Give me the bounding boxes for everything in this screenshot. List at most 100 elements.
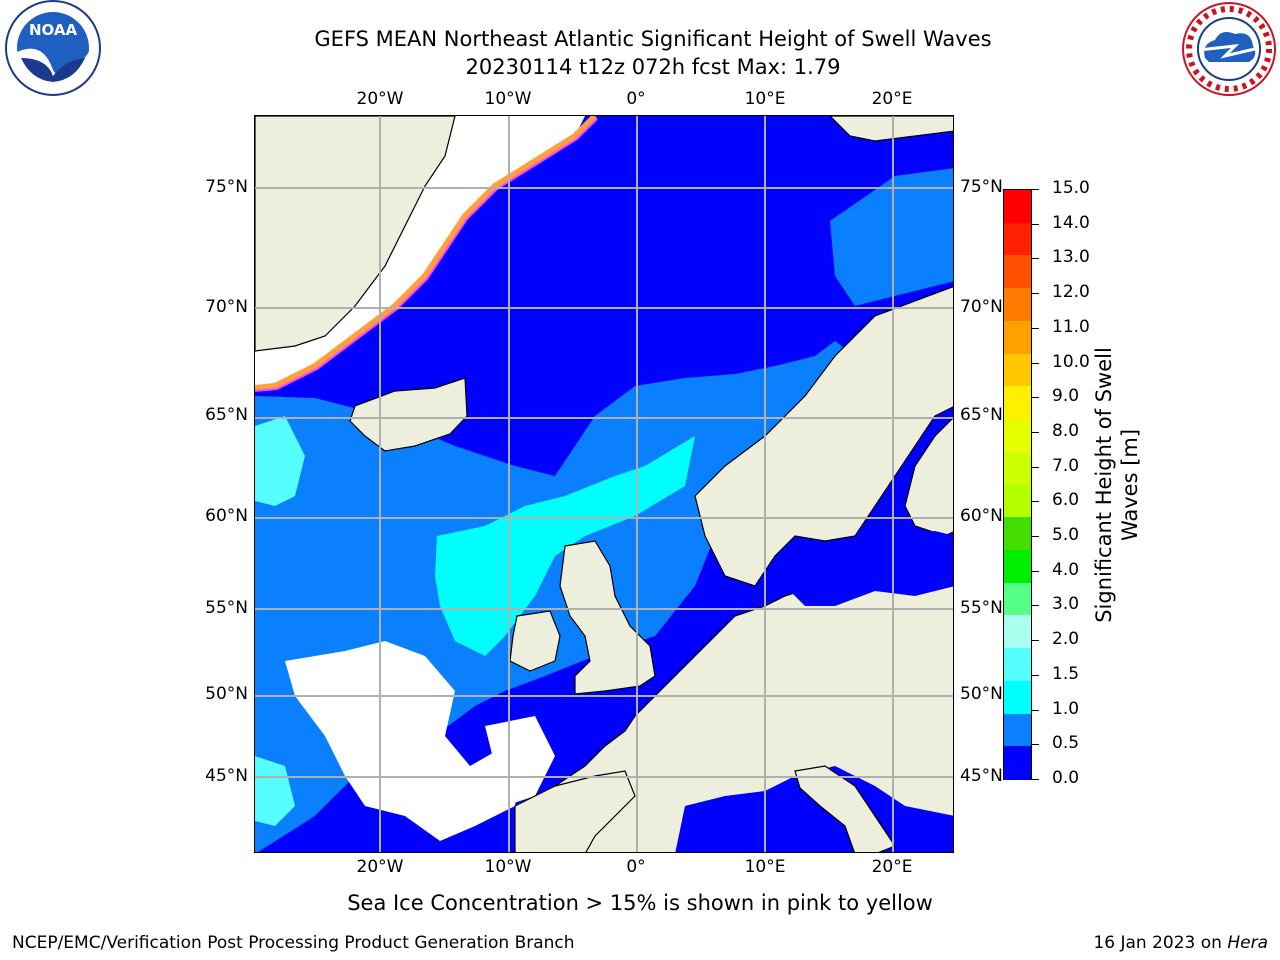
colorbar-label: 3.0 — [1052, 594, 1080, 615]
colorbar-label: 1.0 — [1052, 698, 1080, 719]
baltic-sea — [775, 531, 953, 606]
lat-label-left: 45°N — [205, 766, 248, 786]
italy-land — [794, 765, 896, 852]
colorbar-label: 15.0 — [1052, 178, 1090, 198]
colorbar-title: Significant Height of Swell Waves [m] — [1091, 347, 1143, 623]
lon-label-bottom: 10°E — [744, 857, 786, 877]
swell-band-medium — [830, 168, 953, 306]
colorbar-label: 2.0 — [1052, 629, 1080, 650]
map-canvas — [255, 116, 953, 852]
lon-label-top: 20°E — [871, 89, 913, 109]
lat-label-left: 65°N — [205, 405, 248, 425]
colorbar-label: 12.0 — [1052, 282, 1090, 303]
lat-label-left: 75°N — [205, 177, 248, 197]
graticule — [255, 116, 953, 852]
colorbar-tick — [1032, 258, 1039, 260]
host-name: Hera — [1227, 933, 1268, 953]
run-date: 16 Jan 2023 on Hera — [1093, 933, 1268, 953]
colorbar-segment — [1004, 615, 1031, 649]
colorbar-tick — [1032, 779, 1039, 780]
svg-text:NOAA: NOAA — [29, 21, 78, 39]
no-data-area — [285, 641, 525, 841]
producer-credit: NCEP/EMC/Verification Post Processing Pr… — [12, 933, 575, 953]
colorbar-tick — [1032, 640, 1039, 642]
colorbar-label: 0.0 — [1052, 768, 1080, 788]
colorbar-segment — [1004, 386, 1031, 420]
sea-ice-note: Sea Ice Concentration > 15% is shown in … — [347, 891, 933, 915]
colorbar-label: 9.0 — [1052, 386, 1080, 407]
colorbar-segment — [1004, 353, 1031, 387]
colorbar-segment — [1004, 517, 1031, 551]
colorbar-tick — [1032, 536, 1039, 538]
colorbar-segment — [1004, 222, 1031, 257]
colorbar-label: 14.0 — [1052, 212, 1090, 233]
colorbar-tick — [1032, 293, 1039, 295]
noaa-logo: NOAA — [3, 0, 103, 100]
chart-title: GEFS MEAN Northeast Atlantic Significant… — [314, 27, 992, 51]
colorbar-label: 10.0 — [1052, 351, 1090, 372]
colorbar-segment — [1004, 746, 1031, 780]
swell-band-high — [255, 416, 305, 506]
colorbar-label: 8.0 — [1052, 420, 1080, 441]
colorbar-title-line: Significant Height of Swell — [1092, 347, 1116, 623]
colorbar-label: 13.0 — [1052, 247, 1090, 268]
run-date-text: 16 Jan 2023 on — [1093, 933, 1228, 953]
colorbar-tick — [1032, 674, 1039, 676]
nws-logo — [1179, 0, 1280, 98]
lat-label-right: 60°N — [960, 506, 1003, 526]
lat-label-right: 65°N — [960, 405, 1003, 425]
greenland-land — [255, 116, 456, 352]
colorbar-segment — [1004, 320, 1031, 355]
colorbar-segment — [1004, 549, 1031, 584]
map-panel — [254, 115, 954, 853]
lat-label-left: 50°N — [205, 684, 248, 704]
lat-label-right: 70°N — [960, 297, 1003, 317]
swell-band-high — [255, 756, 295, 826]
colorbar-label: 5.0 — [1052, 525, 1080, 546]
colorbar-title-line: Waves [m] — [1118, 428, 1142, 542]
colorbar-label: 0.5 — [1052, 733, 1080, 754]
lon-label-bottom: 20°E — [871, 857, 913, 877]
lat-label-right: 55°N — [960, 598, 1003, 618]
colorbar-label: 6.0 — [1052, 490, 1080, 511]
colorbar-segment — [1004, 288, 1031, 322]
colorbar-tick — [1032, 223, 1039, 225]
colorbar-segment — [1004, 190, 1031, 224]
colorbar-tick — [1032, 570, 1039, 572]
lat-label-left: 55°N — [205, 598, 248, 618]
colorbar-segment — [1004, 648, 1031, 682]
colorbar-tick — [1032, 431, 1039, 433]
lon-label-top: 10°E — [744, 89, 786, 109]
lat-label-right: 45°N — [960, 766, 1003, 786]
lat-label-left: 70°N — [205, 297, 248, 317]
sea-ice-edge — [255, 116, 598, 391]
colorbar-tick — [1032, 327, 1039, 329]
colorbar-label: 7.0 — [1052, 455, 1080, 476]
colorbar-segment — [1004, 484, 1031, 518]
colorbar-tick — [1032, 189, 1039, 190]
sea-ice-edge — [255, 118, 598, 392]
ireland-land — [509, 610, 561, 672]
colorbar-segment — [1004, 680, 1031, 715]
colorbar-segment — [1004, 713, 1031, 747]
lon-label-bottom: 20°W — [356, 857, 404, 877]
colorbar-tick — [1032, 466, 1039, 468]
lat-label-right: 50°N — [960, 684, 1003, 704]
colorbar-label: 4.0 — [1052, 559, 1080, 580]
iberia-land — [514, 770, 636, 852]
colorbar-tick — [1032, 362, 1039, 364]
colorbar-segment — [1004, 255, 1031, 289]
colorbar — [1003, 189, 1032, 780]
colorbar-tick — [1032, 501, 1039, 503]
lon-label-bottom: 10°W — [484, 857, 532, 877]
chart-subtitle: 20230114 t12z 072h fcst Max: 1.79 — [465, 55, 841, 79]
colorbar-label: 1.5 — [1052, 663, 1080, 684]
great-britain-land — [559, 540, 656, 695]
lat-label-left: 60°N — [205, 506, 248, 526]
colorbar-label: 11.0 — [1052, 316, 1090, 337]
colorbar-tick — [1032, 397, 1039, 399]
colorbar-segment — [1004, 419, 1031, 453]
lon-label-top: 20°W — [356, 89, 404, 109]
svalbard-land — [829, 116, 953, 142]
colorbar-segment — [1004, 582, 1031, 616]
